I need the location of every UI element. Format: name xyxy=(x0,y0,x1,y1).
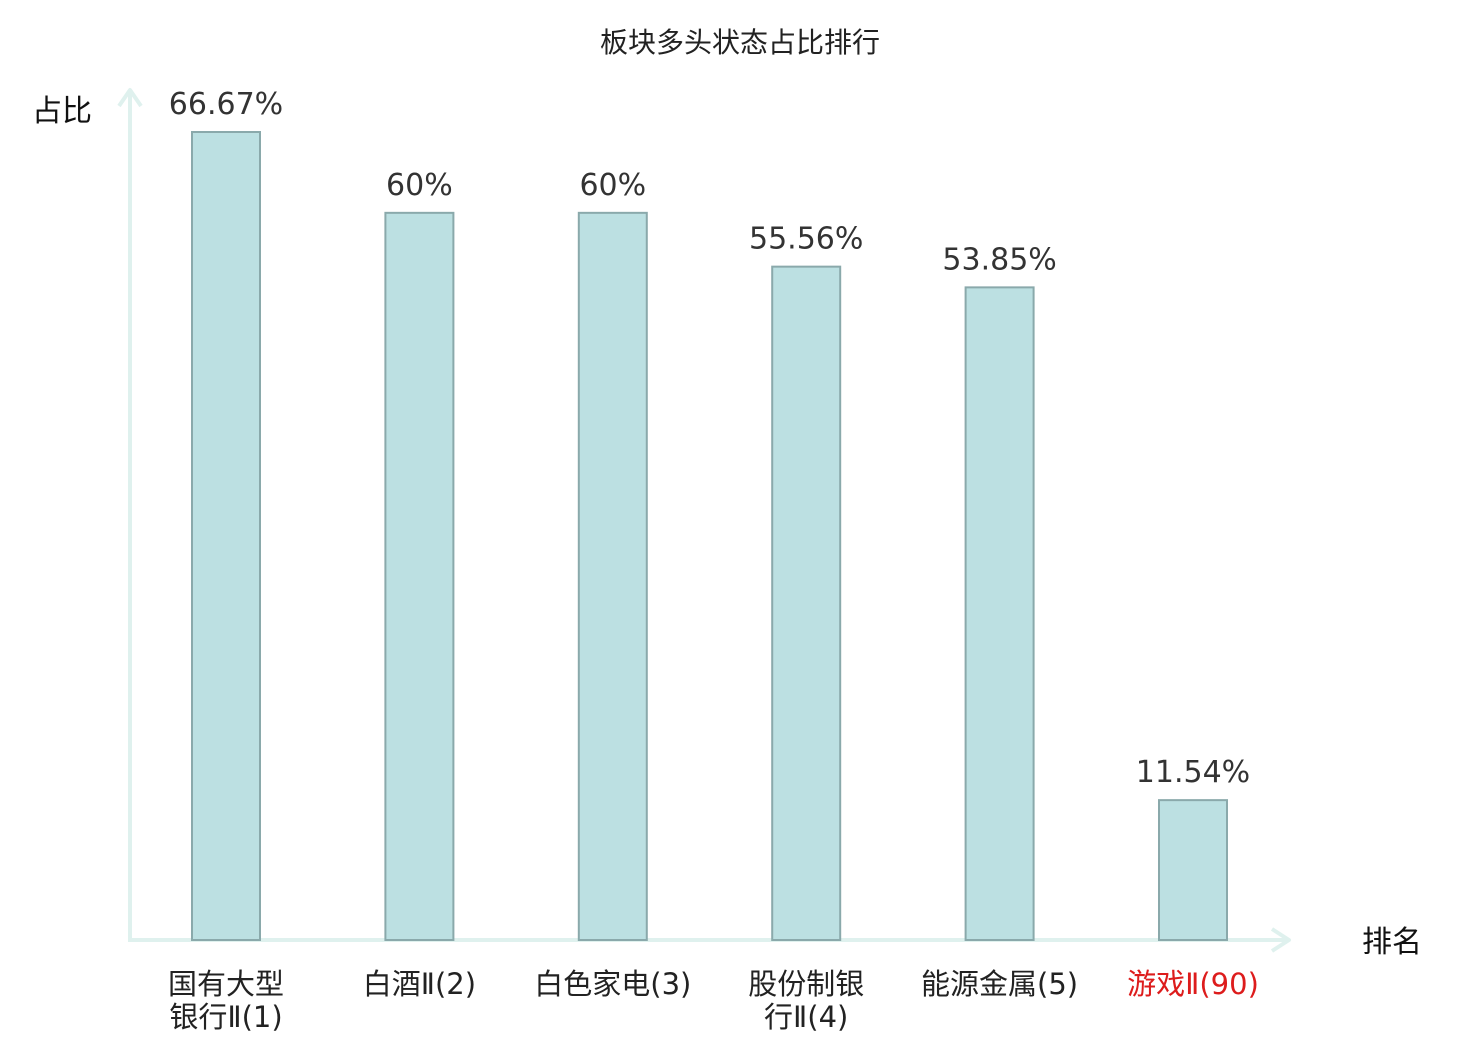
chart-title: 板块多头状态占比排行 xyxy=(600,26,880,59)
x-axis-label: 排名 xyxy=(1362,925,1422,960)
category-label: 国有大型银行Ⅱ(1) xyxy=(168,967,284,1034)
bar-value-label: 60% xyxy=(579,168,646,203)
bar xyxy=(577,211,648,941)
bar-value-label: 60% xyxy=(386,168,453,203)
bar-value-label: 11.54% xyxy=(1136,755,1250,790)
x-axis-arrow xyxy=(1270,927,1291,953)
category-label: 股份制银行Ⅱ(4) xyxy=(748,967,864,1034)
bar xyxy=(771,265,842,941)
bars-group xyxy=(191,131,1228,942)
y-axis-arrow xyxy=(117,88,143,108)
category-label: 白酒Ⅱ(2) xyxy=(363,967,476,1001)
bar-value-label: 55.56% xyxy=(749,222,863,257)
y-axis-label: 占比 xyxy=(32,94,92,129)
category-labels-group: 国有大型银行Ⅱ(1) 白酒Ⅱ(2) 白色家电(3) 股份制银行Ⅱ(4) 能源金属(5) 游… xyxy=(168,967,1259,1034)
bar xyxy=(384,211,455,941)
category-label-line: 能源金属(5) xyxy=(921,967,1078,1001)
bar xyxy=(964,286,1035,942)
bar xyxy=(1158,799,1228,942)
category-label-line: 白酒Ⅱ(2) xyxy=(363,967,476,1001)
category-label: 游戏Ⅱ(90) xyxy=(1127,967,1259,1001)
category-label-line: 国有大型 xyxy=(168,967,284,1001)
category-label-line: 白色家电(3) xyxy=(534,967,691,1001)
bar xyxy=(191,131,261,941)
category-label: 能源金属(5) xyxy=(921,967,1078,1001)
category-label-line: 游戏Ⅱ(90) xyxy=(1127,967,1259,1001)
category-label: 白色家电(3) xyxy=(534,967,691,1001)
bar-value-label: 53.85% xyxy=(942,242,1056,277)
category-label-line: 银行Ⅱ(1) xyxy=(169,1000,282,1034)
value-labels-group: 66.67% 60% 60% 55.56% 53.85% 11.54% xyxy=(169,87,1250,790)
category-label-line: 股份制银 xyxy=(748,967,864,1001)
category-label-line: 行Ⅱ(4) xyxy=(764,1000,848,1034)
bar-value-label: 66.67% xyxy=(169,87,283,122)
